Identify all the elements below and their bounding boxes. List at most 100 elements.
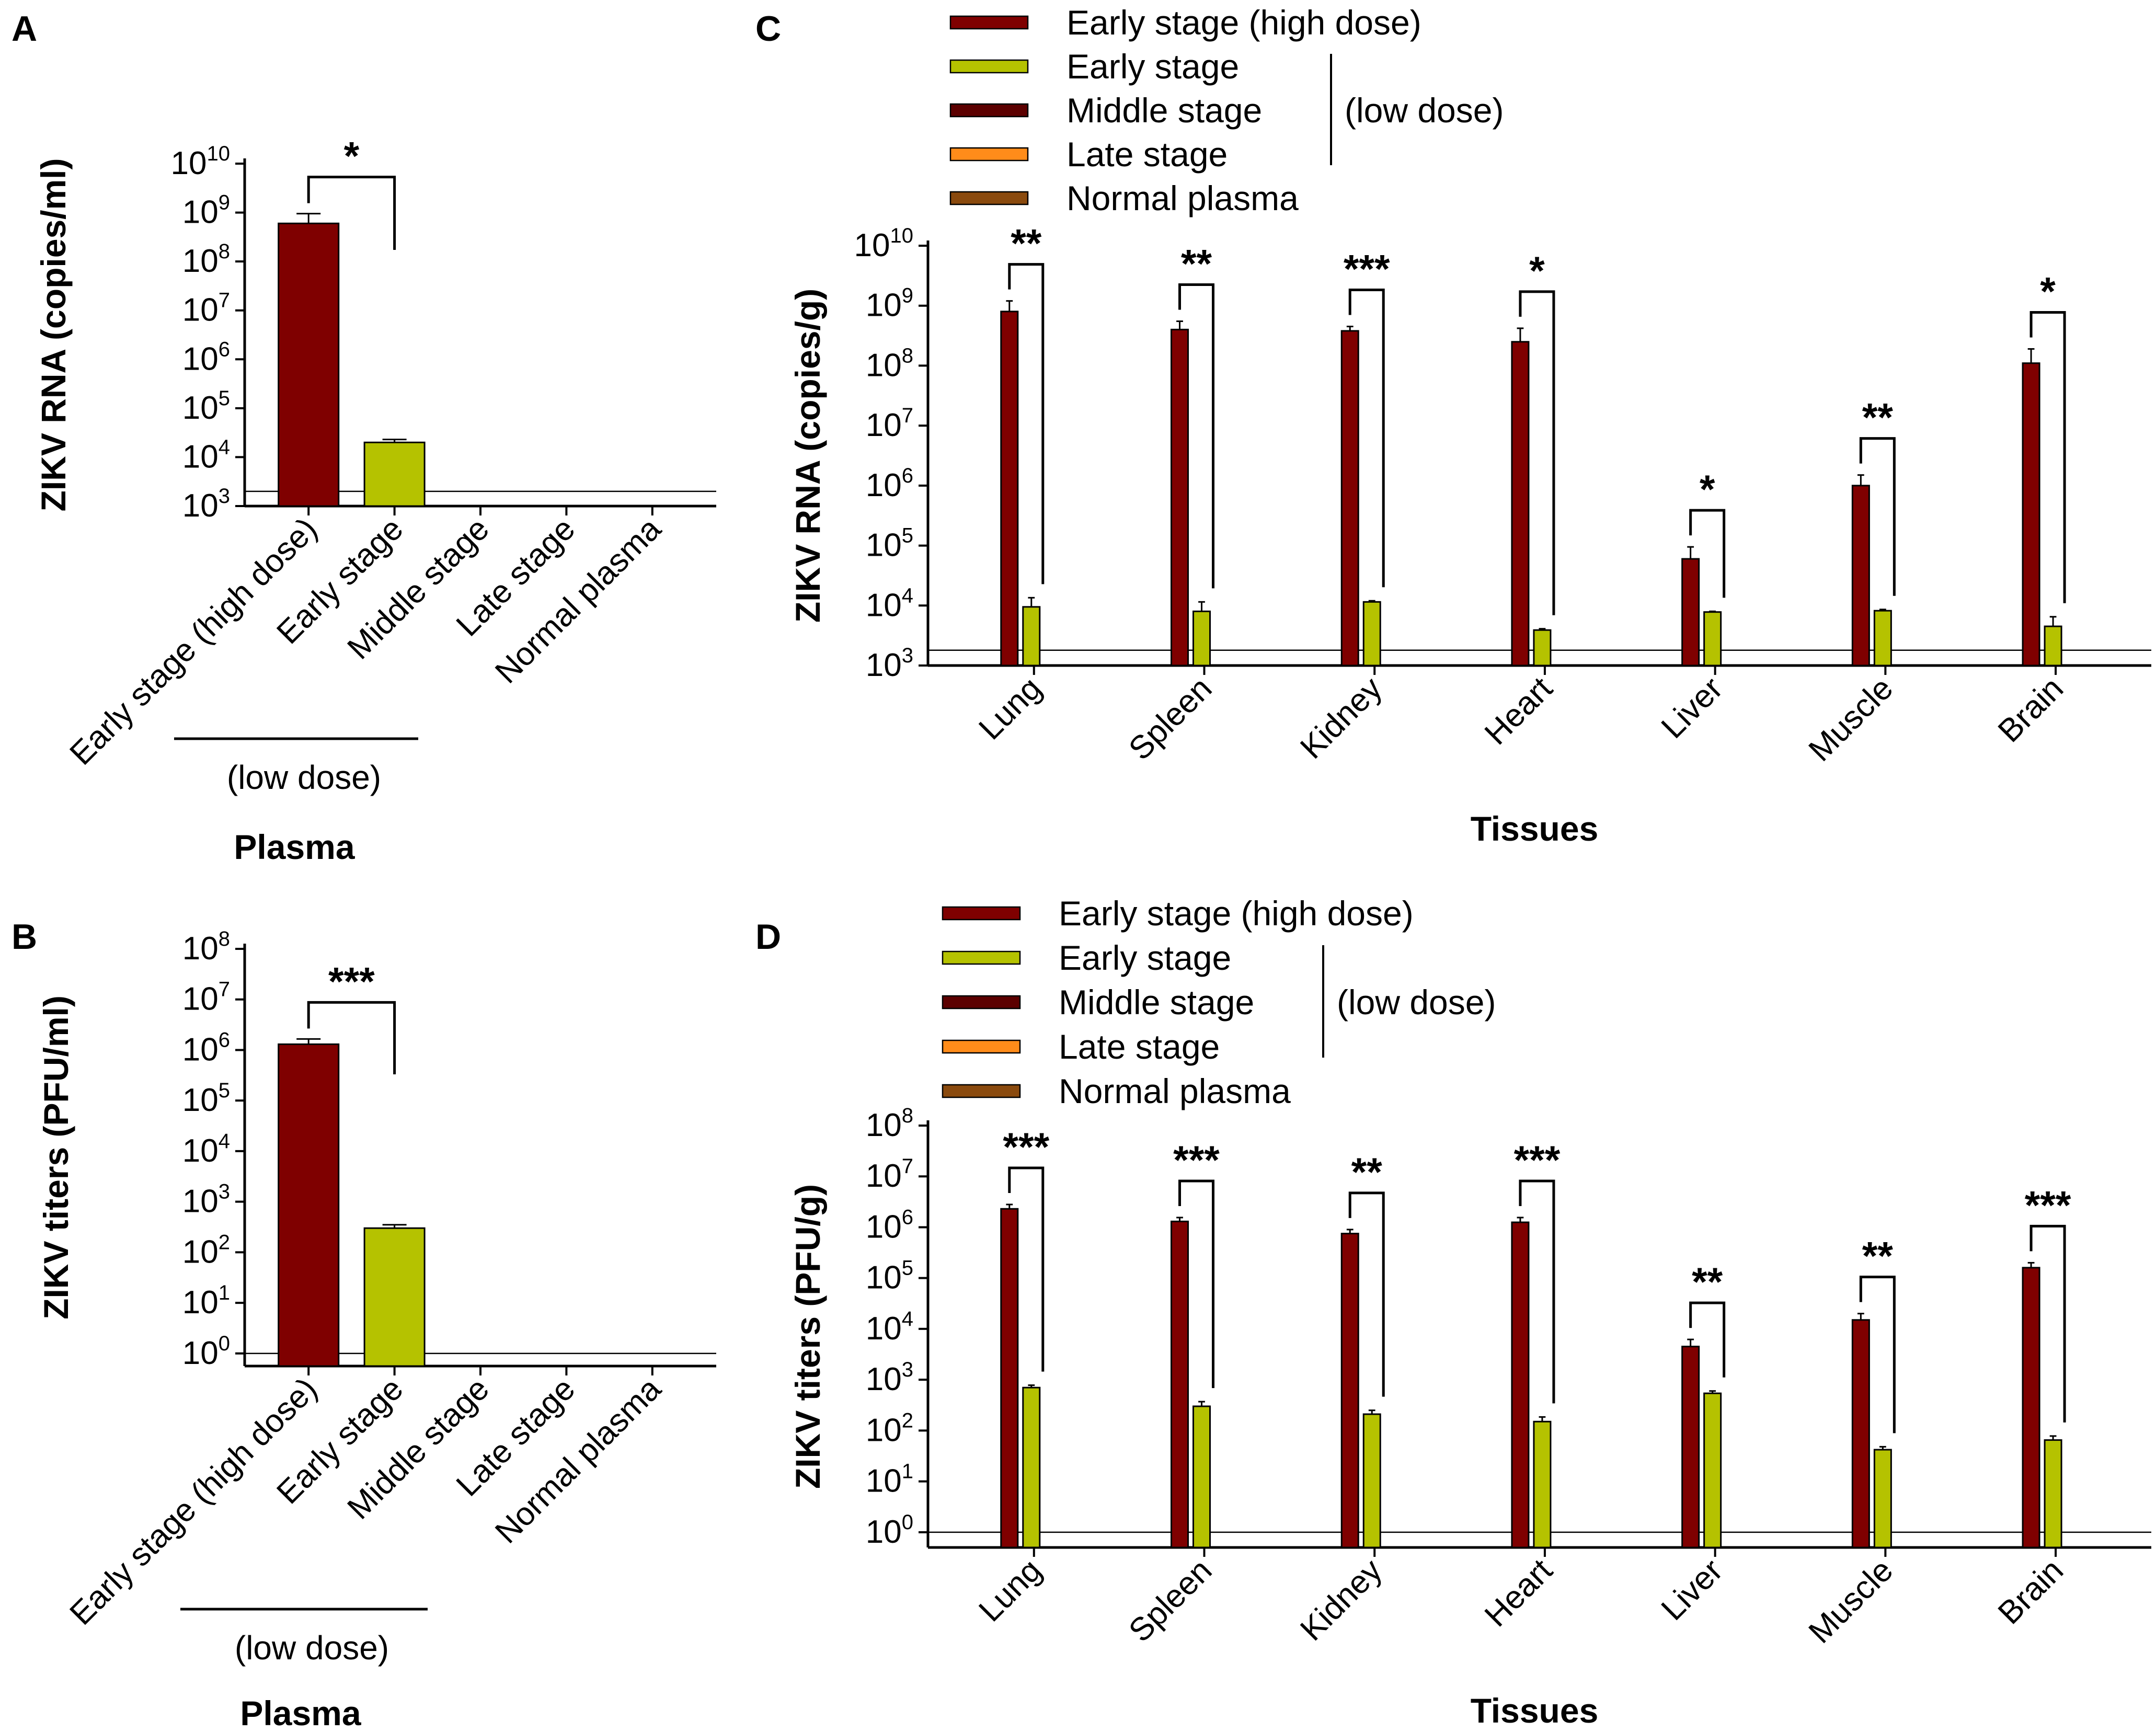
bar-kidney-low-dose	[1362, 601, 1381, 667]
legend-swatch-early-stage	[949, 59, 1029, 74]
x-axis-title: Tissues	[1471, 1691, 1599, 1730]
y-tick-label: 102	[866, 1409, 913, 1448]
chart-panel-b: 100 101 102 103 104 105 106 107 108 ZIKV titers (…	[37, 927, 716, 1732]
significance-bracket	[1689, 1301, 1726, 1378]
x-axis-title: Plasma	[240, 1694, 361, 1732]
bar-brain-high-dose	[2022, 1267, 2040, 1549]
y-tick-label: 101	[866, 1460, 913, 1499]
x-tick-label: Liver	[1655, 670, 1730, 745]
y-tick-label: 105	[866, 1257, 913, 1296]
legend-swatch-normal-plasma	[949, 191, 1029, 205]
significance-label: *	[2040, 269, 2056, 314]
chart-panel-c: 103 104 105 106 107 108 109 1010 ZIKV RNA (copie…	[788, 3, 2151, 848]
x-axis-title: Plasma	[234, 828, 355, 866]
y-tick-label: 105	[866, 524, 913, 564]
bar-lung-low-dose	[1022, 1386, 1041, 1549]
y-tick-label: 103	[866, 1358, 913, 1397]
significance-bracket	[1519, 1179, 1555, 1404]
y-tick-label: 104	[182, 1130, 230, 1169]
y-tick-label: 104	[866, 584, 913, 623]
significance-bracket	[2029, 1224, 2066, 1423]
bar-lung-high-dose	[1000, 311, 1019, 667]
legend-label-early-stage: Early stage	[1066, 47, 1239, 86]
legend-swatch-early-stage-high-dose	[949, 15, 1029, 30]
x-tick-label: Liver	[1655, 1552, 1730, 1627]
legend-label-late-stage: Late stage	[1066, 135, 1228, 174]
y-tick-label: 103	[866, 644, 913, 683]
panel-letter-d: D	[755, 917, 781, 957]
significance-bracket	[1008, 263, 1045, 584]
x-tick-label: Brain	[1991, 670, 2070, 749]
x-tick-label: Muscle	[1802, 670, 1900, 768]
bar-kidney-high-dose	[1340, 330, 1359, 667]
y-axis-title: ZIKV RNA (copies/ml)	[34, 158, 73, 512]
chart-panel-d: 100 101 102 103 104 105 106 107 108 ZIKV titers (…	[788, 894, 2151, 1730]
significance-label: ***	[1514, 1138, 1561, 1183]
legend-label-normal-plasma: Normal plasma	[1066, 179, 1299, 217]
legend-swatch-late-stage	[949, 147, 1029, 162]
legend-swatch-late-stage	[942, 1039, 1021, 1054]
significance-label: *	[1700, 467, 1715, 512]
significance-bracket	[1348, 288, 1385, 588]
y-tick-label: 102	[182, 1231, 230, 1270]
y-tick-label: 108	[866, 1104, 913, 1143]
significance-bracket	[1859, 1276, 1896, 1433]
bar-liver-low-dose	[1703, 611, 1722, 667]
significance-bracket	[1178, 1179, 1215, 1389]
bar-lung-high-dose	[1000, 1208, 1019, 1549]
significance-label: ***	[1003, 1125, 1049, 1169]
y-tick-label: 104	[866, 1307, 913, 1347]
bar-lung-low-dose	[1022, 606, 1041, 667]
significance-label: ***	[1173, 1138, 1220, 1183]
significance-bracket	[1519, 290, 1555, 615]
legend-swatch-middle-stage	[949, 103, 1029, 118]
y-tick-label: 1010	[171, 142, 230, 181]
bar-muscle-high-dose	[1851, 1319, 1870, 1549]
significance-label: **	[1862, 396, 1894, 440]
x-tick-label: Muscle	[1802, 1552, 1900, 1650]
y-tick-label: 106	[182, 1028, 230, 1068]
bar-spleen-low-dose	[1192, 1405, 1211, 1549]
panel-letter-b: B	[12, 917, 37, 957]
bar-muscle-low-dose	[1873, 610, 1892, 667]
significance-label: **	[1692, 1260, 1723, 1304]
x-tick-label: Spleen	[1122, 670, 1219, 767]
y-tick-label: 108	[182, 240, 230, 279]
y-tick-label: 1010	[854, 224, 913, 263]
bar-heart-low-dose	[1533, 629, 1552, 667]
bar-early-stage-high-dose	[278, 222, 340, 507]
y-tick-label: 103	[182, 1180, 230, 1220]
legend-label-early-stage: Early stage	[1059, 938, 1231, 977]
x-tick-label: Lung	[972, 1552, 1048, 1628]
bar-brain-high-dose	[2022, 362, 2040, 667]
significance-label: **	[1181, 242, 1212, 286]
legend-label-early-stage-high-dose: Early stage (high dose)	[1059, 894, 1414, 933]
panel-letter-c: C	[755, 9, 781, 49]
significance-label: *	[344, 134, 360, 179]
significance-bracket	[2029, 311, 2066, 603]
y-tick-label: 108	[866, 344, 913, 383]
x-tick-label: Early stage (high dose)	[63, 511, 324, 772]
y-tick-label: 107	[182, 289, 230, 328]
x-tick-label: Heart	[1478, 1552, 1559, 1634]
bar-heart-high-dose	[1511, 341, 1530, 667]
y-axis-title: ZIKV titers (PFU/g)	[788, 1184, 827, 1489]
significance-label: ***	[328, 959, 375, 1004]
legend-group-label: (low dose)	[1337, 983, 1496, 1022]
group-label: (low dose)	[235, 1629, 389, 1667]
significance-label: **	[1351, 1150, 1383, 1195]
bar-early-stage	[363, 441, 426, 507]
y-tick-label: 107	[866, 1155, 913, 1194]
significance-bracket	[1859, 437, 1896, 596]
y-tick-label: 106	[182, 338, 230, 377]
legend-group-label: (low dose)	[1345, 91, 1504, 130]
y-axis-title: ZIKV titers (PFU/ml)	[37, 995, 75, 1320]
significance-label: **	[1862, 1234, 1894, 1279]
y-tick-label: 103	[182, 485, 230, 524]
bar-spleen-high-dose	[1171, 1220, 1189, 1549]
y-tick-label: 100	[182, 1332, 230, 1371]
legend-swatch-early-stage-high-dose	[942, 906, 1021, 921]
significance-label: ***	[2025, 1183, 2071, 1228]
legend-swatch-middle-stage	[942, 995, 1021, 1010]
